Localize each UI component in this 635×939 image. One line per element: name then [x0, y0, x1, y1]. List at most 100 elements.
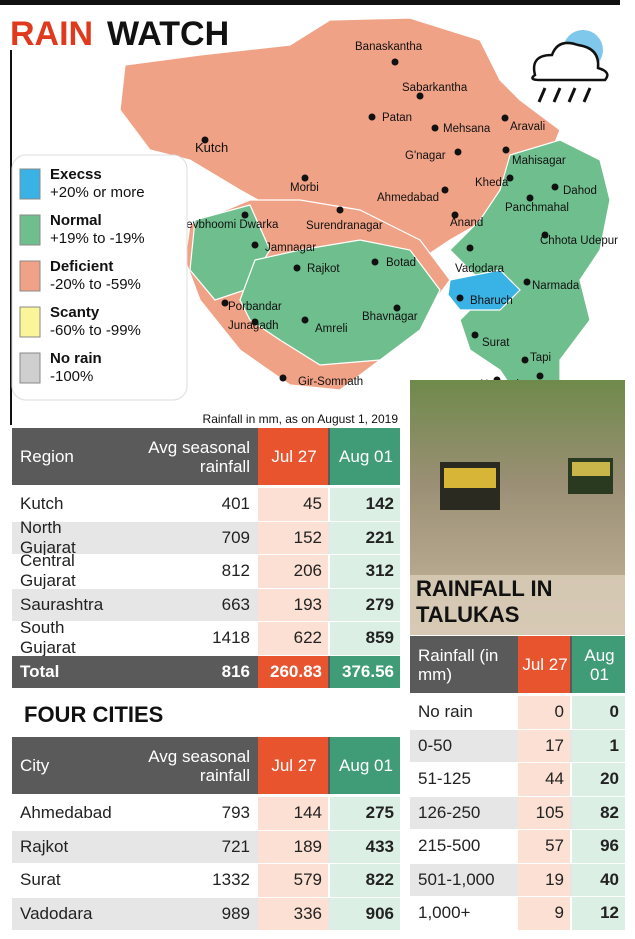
cell-value: 401 [221, 494, 250, 514]
district-dot [521, 356, 529, 364]
cell-value: 206 [258, 555, 328, 588]
cell-value: 793 [221, 803, 250, 823]
cell-value: 859 [330, 622, 400, 655]
row-label: Kutch [20, 494, 64, 514]
district-label: Porbandar [228, 301, 282, 313]
cell-value: 433 [330, 830, 400, 863]
cell-value: 20 [572, 763, 625, 796]
row-label: 126-250 [418, 802, 481, 822]
legend-name: No rain [50, 350, 102, 367]
cell-value: 17 [518, 729, 570, 762]
legend-swatch [19, 168, 41, 200]
district-label: G'nagar [405, 150, 446, 162]
map-shapes [119, 17, 611, 441]
cell-value: 906 [330, 897, 400, 930]
cell-value: 579 [258, 864, 328, 897]
cell-value: 279 [330, 588, 400, 621]
legend-swatch [19, 260, 41, 292]
legend-range: -60% to -99% [50, 322, 141, 339]
district-dot [454, 148, 462, 156]
cell-value: 312 [330, 555, 400, 588]
row-label: No rain [418, 702, 473, 722]
cell-value: 260.83 [258, 655, 328, 688]
cell-value: 275 [330, 797, 400, 830]
row-label: 51-125 [418, 769, 471, 789]
district-dot [536, 372, 544, 380]
column-header: Aug 01 [330, 428, 400, 485]
district-dot [251, 318, 259, 326]
column-header: Aug 01 [572, 636, 625, 693]
district-dot [251, 241, 259, 249]
district-label: Narmada [532, 280, 580, 292]
legend-range: +19% to -19% [50, 230, 145, 247]
district-dot [336, 206, 344, 214]
district-dot [201, 136, 209, 144]
row-label: South Gujarat [20, 618, 76, 658]
cell-value: 663 [221, 594, 250, 614]
district-dot [301, 316, 309, 324]
row-label: 501-1,000 [418, 869, 495, 889]
district-label: Botad [386, 257, 416, 269]
column-header: City [20, 756, 50, 775]
cell-value: 12 [572, 897, 625, 930]
cell-value: 1332 [212, 870, 250, 890]
district-label: Bhavnagar [362, 311, 418, 323]
district-label: Amreli [315, 323, 348, 335]
district-label: Bharuch [470, 295, 513, 307]
cell-value: 709 [221, 527, 250, 547]
row-label: 215-500 [418, 836, 481, 856]
district-dot [502, 146, 510, 154]
title-part2: WATCH [107, 15, 229, 53]
district-label: Dahod [563, 185, 597, 197]
district-dot [501, 114, 509, 122]
district-dot [431, 124, 439, 132]
column-header: Jul 27 [258, 428, 328, 485]
district-label: Gir-Somnath [298, 376, 363, 388]
legend-range: -20% to -59% [50, 276, 141, 293]
district-label: Aravali [510, 121, 545, 133]
section-title: RAINFALL IN TALUKAS [416, 576, 553, 627]
district-dot [441, 186, 449, 194]
district-dot [471, 331, 479, 339]
district-label: Anand [450, 217, 483, 229]
district-label: Surat [482, 337, 510, 349]
district-dot [279, 374, 287, 382]
cell-value: 989 [221, 903, 250, 923]
row-label: 1,000+ [418, 903, 471, 923]
column-header: Aug 01 [330, 737, 400, 794]
district-dot [301, 174, 309, 182]
cell-value: 193 [258, 588, 328, 621]
district-dot [293, 264, 301, 272]
district-dot [393, 304, 401, 312]
legend-box [11, 154, 188, 401]
legend-swatch [19, 214, 41, 246]
row-label: Total [20, 661, 60, 681]
legend-range: -100% [50, 368, 93, 385]
cell-value: 152 [258, 521, 328, 554]
column-header: Region [20, 447, 74, 466]
district-label: Devbhoomi Dwarka [178, 219, 279, 231]
district-label: Kheda [475, 177, 509, 189]
district-dot [221, 299, 229, 307]
district-label: Panchmahal [505, 202, 569, 214]
district-label: Patan [382, 112, 412, 124]
district-dot [526, 194, 534, 202]
district-label: Sabarkantha [402, 82, 468, 94]
row-label: 0-50 [418, 735, 453, 755]
district-dot [416, 92, 424, 100]
cell-value: 1418 [212, 628, 250, 648]
district-label: Ahmedabad [377, 192, 439, 204]
district-dot [368, 113, 376, 121]
cell-value: 45 [258, 488, 328, 521]
cell-value: 721 [221, 836, 250, 856]
district-label: Kutch [195, 140, 228, 155]
cell-value: 336 [258, 897, 328, 930]
cell-value: 82 [572, 796, 625, 829]
cell-value: 142 [330, 488, 400, 521]
row-label: Saurashtra [20, 594, 104, 614]
legend-name: Scanty [50, 304, 100, 321]
district-label: Mehsana [443, 123, 491, 135]
district-dot [241, 211, 249, 219]
